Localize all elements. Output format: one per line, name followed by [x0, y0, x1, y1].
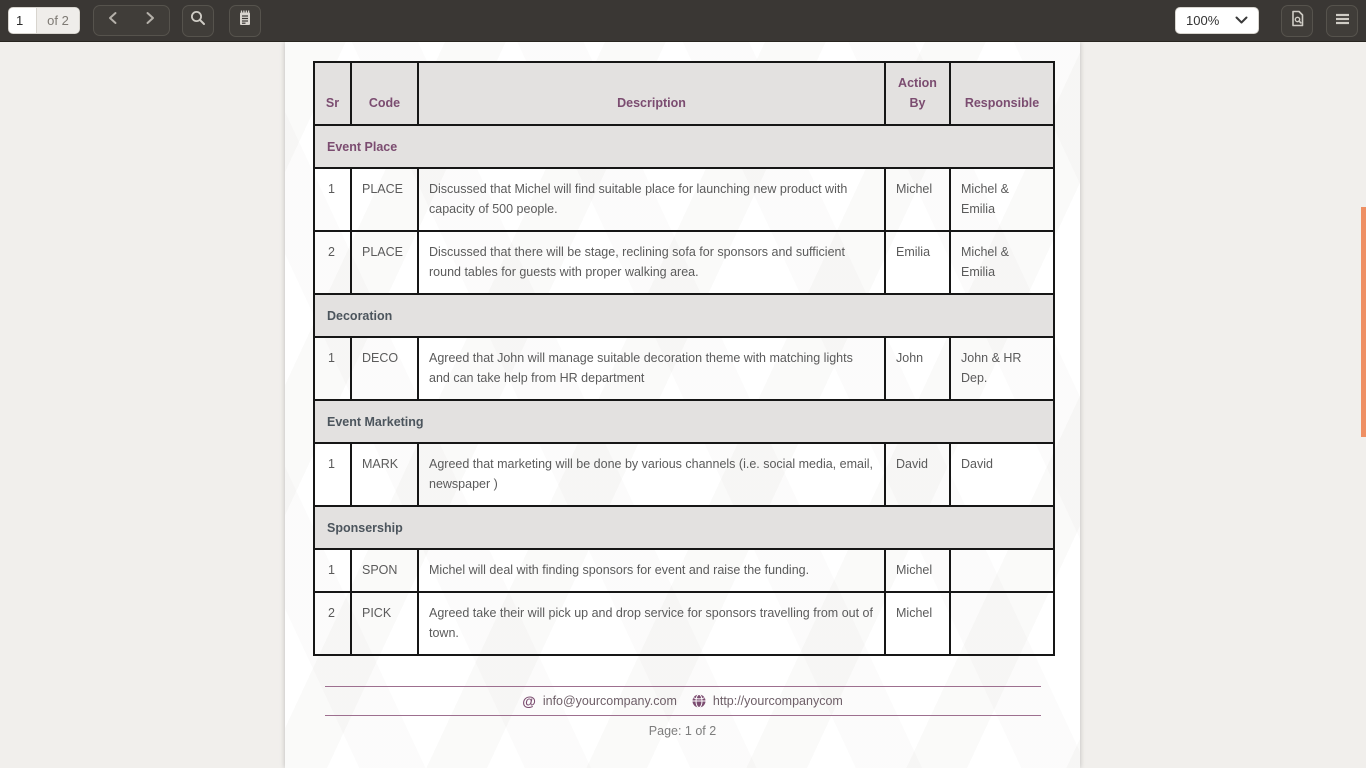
cell-code: DECO: [350, 336, 419, 401]
section-title: Event Marketing: [313, 399, 1055, 444]
search-icon: [190, 10, 206, 31]
cell-code: PICK: [350, 591, 419, 656]
zoom-value-label: 100%: [1186, 13, 1220, 28]
cell-action-by: Michel: [884, 167, 951, 232]
chevron-down-icon: [1235, 13, 1248, 28]
hamburger-menu-icon: [1335, 12, 1350, 30]
zoom-dropdown[interactable]: 100%: [1175, 7, 1259, 34]
cell-action-by: Emilia: [884, 230, 951, 295]
header-responsible: Responsible: [949, 61, 1055, 126]
cell-description: Agreed that marketing will be done by va…: [417, 442, 886, 507]
cell-description: Discussed that Michel will find suitable…: [417, 167, 886, 232]
cell-code: PLACE: [350, 167, 419, 232]
page-number-widget: of 2: [8, 7, 80, 34]
cell-responsible: [949, 548, 1055, 593]
section-title: Sponsership: [313, 505, 1055, 550]
cell-sr: 2: [313, 591, 352, 656]
cell-responsible: John & HR Dep.: [949, 336, 1055, 401]
cell-responsible: [949, 591, 1055, 656]
page-nav-group: [93, 5, 170, 36]
cell-description: Agreed that John will manage suitable de…: [417, 336, 886, 401]
footer-website: http://yourcompanycom: [712, 694, 843, 708]
table-row: 2 PLACE Discussed that there will be stage…: [313, 230, 1055, 295]
previous-page-button[interactable]: [98, 8, 128, 34]
footer-divider-bottom: [325, 715, 1041, 716]
email-at-icon: @: [522, 693, 536, 709]
toolbar: of 2: [0, 0, 1366, 42]
cell-action-by: Michel: [884, 591, 951, 656]
search-button[interactable]: [182, 4, 214, 37]
page-footer: @ info@yourcompany.com http://yourcompan…: [285, 686, 1080, 738]
footer-email: info@yourcompany.com: [542, 694, 677, 708]
section-header-row: Event Marketing: [313, 399, 1055, 444]
header-code: Code: [350, 61, 419, 126]
cell-action-by: Michel: [884, 548, 951, 593]
cell-sr: 1: [313, 548, 352, 593]
cell-description: Michel will deal with finding sponsors f…: [417, 548, 886, 593]
page-number-input[interactable]: [9, 8, 36, 33]
cell-sr: 1: [313, 167, 352, 232]
cell-action-by: David: [884, 442, 951, 507]
table-row: 2 PICK Agreed take their will pick up and …: [313, 591, 1055, 656]
cell-sr: 2: [313, 230, 352, 295]
table-row: 1 MARK Agreed that marketing will be done …: [313, 442, 1055, 507]
document-properties-button[interactable]: [1281, 4, 1313, 37]
cell-action-by: John: [884, 336, 951, 401]
cell-responsible: David: [949, 442, 1055, 507]
footer-divider-top: [325, 686, 1041, 687]
table-row: 1 PLACE Discussed that Michel will find su…: [313, 167, 1055, 232]
scrollbar-thumb[interactable]: [1361, 207, 1366, 437]
section-header-row: Sponsership: [313, 505, 1055, 550]
document-page: Sr Code Description Action By Responsibl…: [285, 42, 1080, 768]
header-action-by: Action By: [884, 61, 951, 126]
cell-code: PLACE: [350, 230, 419, 295]
cell-sr: 1: [313, 336, 352, 401]
section-header-row: Decoration: [313, 293, 1055, 338]
document-viewer: Sr Code Description Action By Responsibl…: [0, 42, 1366, 768]
section-title: Event Place: [313, 124, 1055, 169]
table-body: Event Place 1 PLACE Discussed that Michel w…: [313, 124, 1055, 656]
cell-code: MARK: [350, 442, 419, 507]
section-title: Decoration: [313, 293, 1055, 338]
page-count-label: of 2: [36, 8, 79, 33]
menu-button[interactable]: [1326, 4, 1358, 37]
cell-description: Discussed that there will be stage, recl…: [417, 230, 886, 295]
cell-description: Agreed take their will pick up and drop …: [417, 591, 886, 656]
globe-icon: [692, 694, 706, 708]
chevron-left-icon: [107, 11, 119, 30]
cell-sr: 1: [313, 442, 352, 507]
header-sr: Sr: [313, 61, 352, 126]
cell-responsible: Michel & Emilia: [949, 230, 1055, 295]
notepad-icon: [237, 9, 253, 32]
chevron-right-icon: [144, 11, 156, 30]
next-page-button[interactable]: [135, 8, 165, 34]
footer-contact-row: @ info@yourcompany.com http://yourcompan…: [285, 687, 1080, 715]
table-row: 1 SPON Michel will deal with finding spons…: [313, 548, 1055, 593]
table-header-row: Sr Code Description Action By Responsibl…: [313, 61, 1055, 126]
page-number-label: Page: 1 of 2: [648, 724, 717, 738]
section-header-row: Event Place: [313, 124, 1055, 169]
cell-code: SPON: [350, 548, 419, 593]
cell-responsible: Michel & Emilia: [949, 167, 1055, 232]
table-row: 1 DECO Agreed that John will manage suitab…: [313, 336, 1055, 401]
document-search-icon: [1290, 10, 1305, 32]
header-description: Description: [417, 61, 886, 126]
notes-button[interactable]: [229, 4, 261, 37]
minutes-table: Sr Code Description Action By Responsibl…: [313, 61, 1055, 656]
